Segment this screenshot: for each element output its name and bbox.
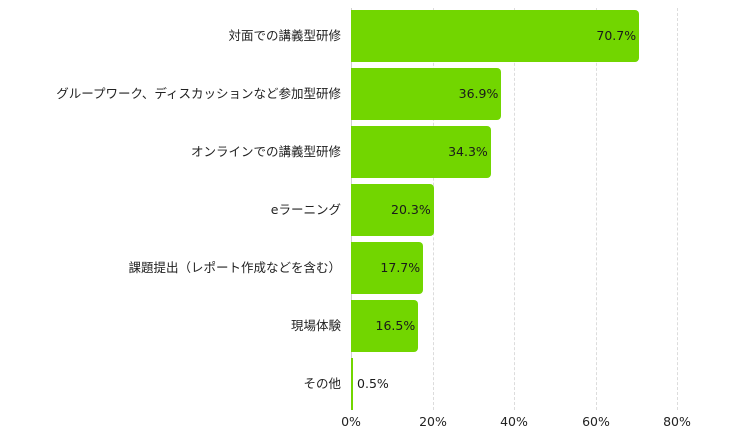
bar[interactable] [351, 126, 491, 178]
value-label: 36.9% [458, 86, 499, 101]
bar[interactable] [351, 300, 419, 352]
category-label: オンラインでの講義型研修 [190, 144, 341, 159]
value-label: 16.5% [375, 318, 416, 333]
category-label: eラーニング [270, 202, 341, 217]
bar[interactable] [351, 184, 434, 236]
x-tick-label: 0% [341, 414, 361, 429]
value-label: 34.3% [448, 144, 488, 159]
x-tick-label: 60% [582, 414, 610, 429]
x-tick-label: 20% [419, 414, 447, 429]
gridline [596, 8, 597, 410]
value-label: 17.7% [380, 260, 421, 275]
value-label: 70.7% [596, 28, 637, 43]
bar[interactable] [351, 68, 502, 120]
category-label: 現場体験 [290, 318, 341, 333]
value-label: 20.3% [391, 202, 431, 217]
category-label: その他 [303, 376, 341, 391]
x-tick-label: 40% [500, 414, 528, 429]
category-label: 対面での講義型研修 [228, 28, 341, 43]
gridline [677, 8, 678, 410]
bar[interactable] [351, 242, 424, 294]
bar[interactable] [351, 10, 640, 62]
category-label: グループワーク、ディスカッションなど参加型研修 [56, 86, 341, 101]
gridline [514, 8, 515, 410]
category-label: 課題提出（レポート作成などを含む） [128, 260, 341, 275]
bar[interactable] [351, 358, 354, 410]
value-label: 0.5% [357, 376, 389, 391]
x-tick-label: 80% [663, 414, 691, 429]
